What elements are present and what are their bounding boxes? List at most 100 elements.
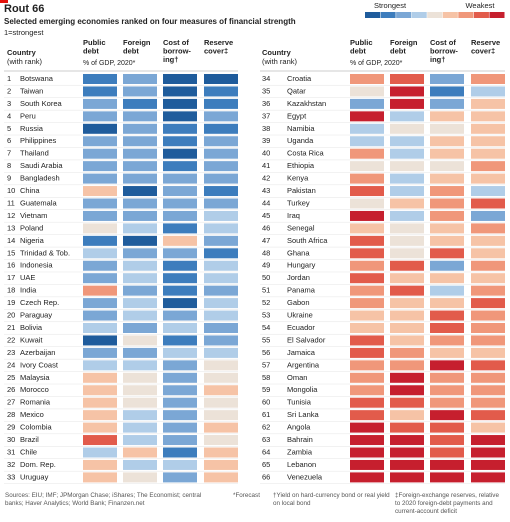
country-subheader: (with rank) bbox=[262, 57, 298, 66]
country: El Salvador bbox=[287, 335, 326, 344]
heat-cell bbox=[350, 285, 384, 296]
heat-cell bbox=[430, 111, 464, 122]
heat-cell bbox=[123, 310, 157, 321]
measure-header: Reserve bbox=[471, 38, 500, 47]
heat-cell bbox=[204, 161, 238, 172]
heat-cell bbox=[83, 410, 117, 421]
rank: 46 bbox=[262, 223, 270, 232]
country: Sri Lanka bbox=[287, 410, 320, 419]
heat-cell bbox=[430, 285, 464, 296]
heat-cell bbox=[204, 347, 238, 358]
heat-cell bbox=[163, 285, 197, 296]
heat-cell bbox=[163, 323, 197, 333]
rank: 24 bbox=[7, 360, 15, 369]
heat-cell bbox=[204, 86, 238, 97]
heat-cell bbox=[390, 198, 424, 209]
heat-cell bbox=[390, 136, 424, 147]
country: Uruguay bbox=[20, 472, 49, 481]
heat-cell bbox=[471, 98, 505, 109]
heat-cell bbox=[123, 472, 157, 483]
heat-cell bbox=[350, 472, 384, 483]
heat-cell bbox=[163, 385, 197, 396]
rank: 22 bbox=[7, 335, 15, 344]
rank: 10 bbox=[7, 186, 15, 195]
heat-cell bbox=[163, 111, 197, 122]
heat-cell bbox=[350, 273, 384, 284]
heat-cell bbox=[350, 223, 384, 234]
country: Egypt bbox=[287, 111, 307, 120]
rank: 1 bbox=[7, 74, 11, 83]
country: Costa Rica bbox=[287, 149, 325, 158]
heat-cell bbox=[163, 360, 197, 371]
heat-cell bbox=[390, 435, 424, 446]
heat-cell bbox=[430, 235, 464, 246]
heat-cell bbox=[390, 86, 424, 97]
measure-header: ing† bbox=[163, 55, 178, 64]
heat-cell bbox=[390, 235, 424, 246]
heat-cell bbox=[390, 310, 424, 321]
heat-cell bbox=[83, 173, 117, 184]
heat-cell bbox=[204, 223, 238, 234]
reserve-note: ‡Foreign-exchange reserves, relative to … bbox=[395, 492, 499, 515]
heat-cell bbox=[390, 223, 424, 234]
rank: 12 bbox=[7, 211, 15, 220]
legend-strongest: Strongest bbox=[374, 1, 407, 10]
heat-cell bbox=[390, 273, 424, 284]
heat-cell bbox=[163, 235, 197, 246]
heat-cell bbox=[83, 148, 117, 159]
heat-cell bbox=[430, 310, 464, 321]
country: Ivory Coast bbox=[20, 360, 59, 369]
legend-swatch bbox=[442, 12, 458, 18]
heat-cell bbox=[123, 273, 157, 284]
heat-cell bbox=[123, 410, 157, 421]
heat-cell bbox=[163, 223, 197, 234]
heat-cell bbox=[123, 161, 157, 172]
rank: 58 bbox=[262, 373, 270, 382]
heat-cell bbox=[350, 86, 384, 97]
heat-cell bbox=[390, 347, 424, 358]
heat-cell bbox=[83, 347, 117, 358]
country: Kenya bbox=[287, 174, 309, 183]
heat-cell bbox=[350, 235, 384, 246]
heat-cell bbox=[83, 74, 117, 84]
heat-cell bbox=[471, 310, 505, 321]
heat-cell bbox=[123, 447, 157, 458]
rank: 66 bbox=[262, 472, 270, 481]
rank: 41 bbox=[262, 161, 270, 170]
legend-swatch bbox=[427, 12, 443, 18]
rank: 55 bbox=[262, 335, 270, 344]
country: Brazil bbox=[20, 435, 39, 444]
heat-cell bbox=[83, 459, 117, 470]
heat-cell bbox=[123, 148, 157, 159]
heat-cell bbox=[471, 260, 505, 271]
heat-cell bbox=[350, 173, 384, 184]
rank: 49 bbox=[262, 261, 270, 270]
country: Kazakhstan bbox=[287, 99, 326, 108]
heat-cell bbox=[430, 210, 464, 221]
country: Taiwan bbox=[20, 86, 43, 95]
rank: 26 bbox=[7, 385, 15, 394]
heat-cell bbox=[204, 435, 238, 446]
heat-cell bbox=[163, 410, 197, 421]
rank: 19 bbox=[7, 298, 15, 307]
heat-cell bbox=[350, 422, 384, 433]
country-subheader: (with rank) bbox=[7, 57, 43, 66]
heat-cell bbox=[204, 198, 238, 209]
heat-cell bbox=[471, 347, 505, 358]
rank: 15 bbox=[7, 248, 15, 257]
rank: 59 bbox=[262, 385, 270, 394]
heat-cell bbox=[350, 98, 384, 109]
heat-cell bbox=[83, 372, 117, 383]
heat-cell bbox=[204, 335, 238, 346]
yield-note: †Yield on hard-currency bond or real yie… bbox=[273, 492, 390, 507]
heat-cell bbox=[350, 459, 384, 470]
heat-cell bbox=[163, 136, 197, 147]
heat-cell bbox=[204, 397, 238, 408]
rank: 42 bbox=[262, 174, 270, 183]
heat-cell bbox=[350, 372, 384, 383]
country: Vietnam bbox=[20, 211, 47, 220]
rank: 62 bbox=[262, 423, 270, 432]
heat-cell bbox=[123, 397, 157, 408]
heat-cell bbox=[204, 123, 238, 134]
